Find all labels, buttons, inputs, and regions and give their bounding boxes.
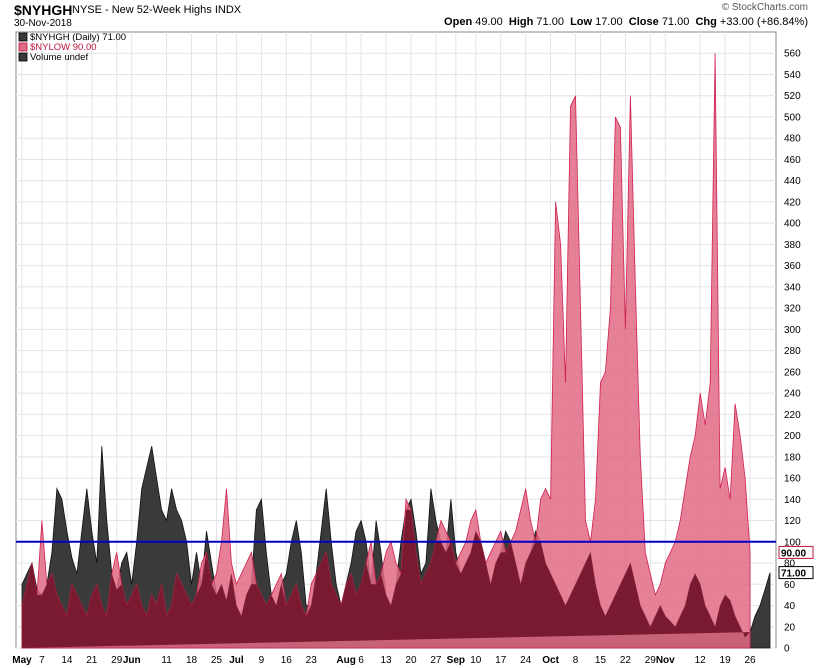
x-tick-label: Oct — [542, 655, 559, 666]
y-tick-label: 200 — [784, 431, 801, 442]
x-tick-label: 13 — [380, 655, 392, 666]
legend-entry: Volume undef — [30, 52, 88, 63]
y-tick-label: 440 — [784, 176, 801, 187]
x-tick-label: 23 — [306, 655, 318, 666]
legend-swatch — [18, 52, 28, 62]
x-tick-label: 17 — [495, 655, 507, 666]
plot-area — [15, 31, 777, 649]
y-tick-label: 340 — [784, 282, 801, 293]
y-tick-label: 240 — [784, 389, 801, 400]
chart-date: 30-Nov-2018 — [14, 18, 72, 29]
x-tick-label: 7 — [39, 655, 45, 666]
chg-value: +33.00 (+86.84%) — [719, 16, 808, 28]
y-tick-label: 500 — [784, 112, 801, 123]
overlap-area — [22, 509, 751, 648]
x-tick-label: 21 — [86, 655, 98, 666]
chg-label: Chg — [695, 16, 717, 28]
x-tick-label: 29 — [111, 655, 123, 666]
legend-swatch — [18, 42, 28, 52]
y-tick-label: 560 — [784, 49, 801, 60]
exchange-text: INDX — [214, 4, 242, 16]
description-text: NYSE - New 52-Week Highs — [72, 4, 212, 16]
last-value-box — [778, 545, 814, 559]
y-tick-label: 20 — [784, 622, 796, 633]
x-tick-label: Nov — [656, 655, 675, 666]
ohlc-readout: Open 49.00 High 71.00 Low 17.00 Close 71… — [444, 16, 808, 28]
x-tick-label: 20 — [405, 655, 417, 666]
x-tick-label: 9 — [259, 655, 265, 666]
chart-header: $NYHGH NYSE - New 52-Week Highs INDX 30-… — [0, 0, 820, 32]
last-value-label: 90.00 — [781, 548, 806, 559]
low-value: 17.00 — [595, 16, 623, 28]
x-tick-label: May — [12, 655, 32, 666]
x-tick-label: Jul — [229, 655, 244, 666]
y-tick-label: 80 — [784, 559, 796, 570]
y-tick-label: 420 — [784, 197, 801, 208]
x-tick-label: 6 — [358, 655, 364, 666]
x-tick-label: 25 — [211, 655, 223, 666]
x-tick-label: 19 — [720, 655, 732, 666]
open-label: Open — [444, 16, 473, 28]
x-tick-label: 18 — [186, 655, 198, 666]
y-tick-label: 220 — [784, 410, 801, 421]
brand-credit: © StockCharts.com — [721, 2, 808, 13]
y-tick-label: 140 — [784, 495, 801, 506]
x-tick-label: 15 — [595, 655, 607, 666]
high-label: High — [508, 16, 534, 28]
y-tick-label: 180 — [784, 452, 801, 463]
y-tick-label: 0 — [784, 644, 790, 655]
lows-area — [21, 53, 751, 649]
last-value-box — [778, 566, 814, 580]
legend-swatch — [18, 32, 28, 42]
x-tick-label: 12 — [695, 655, 707, 666]
y-tick-label: 300 — [784, 325, 801, 336]
x-tick-label: 27 — [430, 655, 442, 666]
y-tick-label: 320 — [784, 304, 801, 315]
x-tick-label: 8 — [573, 655, 579, 666]
x-tick-label: Sep — [447, 655, 465, 666]
x-tick-label: 16 — [281, 655, 293, 666]
y-tick-label: 120 — [784, 516, 801, 527]
legend-entry: $NYHGH (Daily) 71.00 — [30, 32, 126, 43]
y-tick-label: 520 — [784, 91, 801, 102]
x-tick-label: 29 — [645, 655, 657, 666]
y-tick-label: 460 — [784, 155, 801, 166]
legend-entry: $NYLOW 90.00 — [30, 42, 97, 53]
x-tick-label: 11 — [161, 655, 172, 666]
x-tick-label: 10 — [470, 655, 482, 666]
y-tick-label: 360 — [784, 261, 801, 272]
close-label: Close — [628, 16, 659, 28]
y-tick-label: 280 — [784, 346, 801, 357]
high-value: 71.00 — [536, 16, 564, 28]
y-tick-label: 40 — [784, 601, 796, 612]
y-tick-label: 260 — [784, 367, 801, 378]
x-tick-label: 26 — [744, 655, 756, 666]
x-tick-label: Aug — [336, 655, 355, 666]
x-tick-label: 24 — [520, 655, 532, 666]
y-tick-label: 480 — [784, 134, 801, 145]
x-tick-label: Jun — [123, 655, 141, 666]
close-value: 71.00 — [661, 16, 690, 28]
x-tick-label: 14 — [61, 655, 73, 666]
symbol-title: $NYHGH — [14, 2, 73, 18]
y-tick-label: 540 — [784, 70, 801, 81]
y-tick-label: 400 — [784, 219, 801, 230]
open-value: 49.00 — [475, 16, 503, 28]
y-tick-label: 380 — [784, 240, 801, 251]
low-label: Low — [570, 16, 593, 28]
y-tick-label: 160 — [784, 474, 801, 485]
y-tick-label: 60 — [784, 580, 796, 591]
symbol-description: NYSE - New 52-Week Highs INDX — [72, 4, 241, 16]
x-tick-label: 22 — [620, 655, 632, 666]
last-value-label: 71.00 — [781, 569, 806, 580]
y-tick-label: 100 — [784, 537, 801, 548]
